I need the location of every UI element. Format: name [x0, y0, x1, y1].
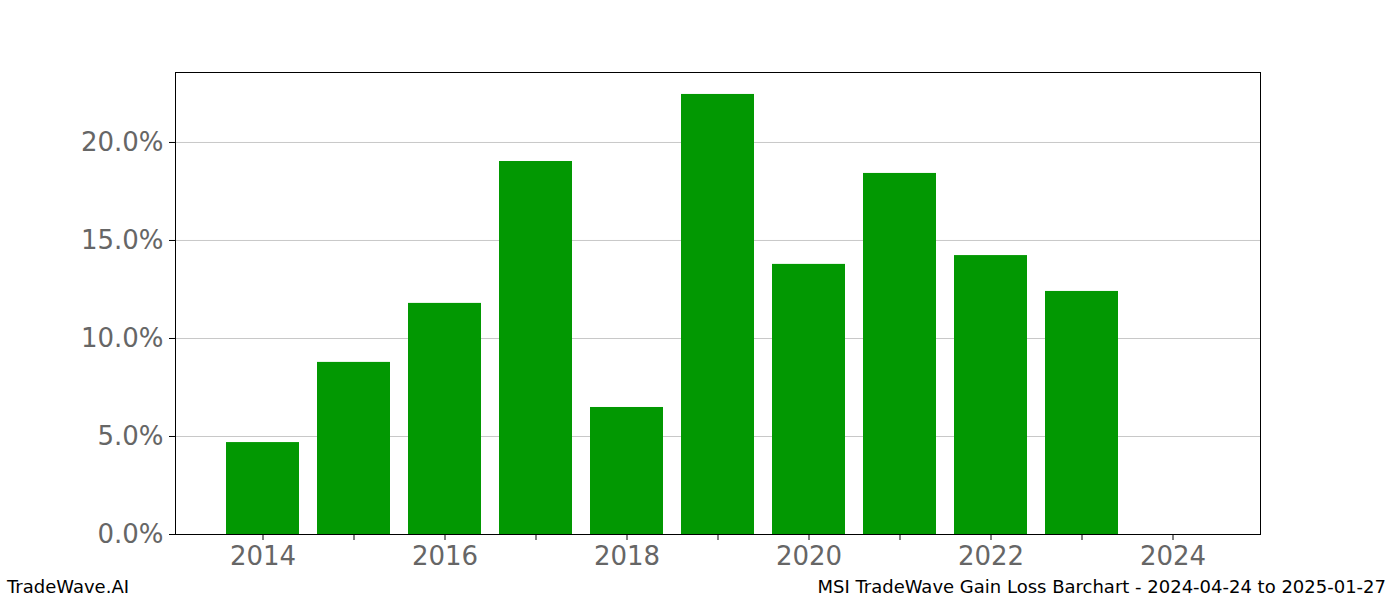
svg-text:15.0%: 15.0%	[81, 225, 164, 255]
svg-text:2018: 2018	[594, 541, 660, 570]
svg-text:5.0%: 5.0%	[97, 421, 163, 451]
html-text:MSI TradeWave Gain Loss Barcha: MSI TradeWave Gain Loss Barchart - 2024-…	[817, 576, 1386, 597]
svg-text:0.0%: 0.0%	[97, 519, 163, 549]
svg-text:20.0%: 20.0%	[81, 127, 164, 157]
svg-text:10.0%: 10.0%	[81, 323, 164, 353]
svg-text:2016: 2016	[412, 541, 478, 570]
svg-text:2024: 2024	[1140, 541, 1206, 570]
svg-text:2022: 2022	[958, 541, 1024, 570]
svg-text:2020: 2020	[776, 541, 842, 570]
html-text:TradeWave.AI: TradeWave.AI	[7, 576, 129, 597]
svg-text:2014: 2014	[230, 541, 296, 570]
